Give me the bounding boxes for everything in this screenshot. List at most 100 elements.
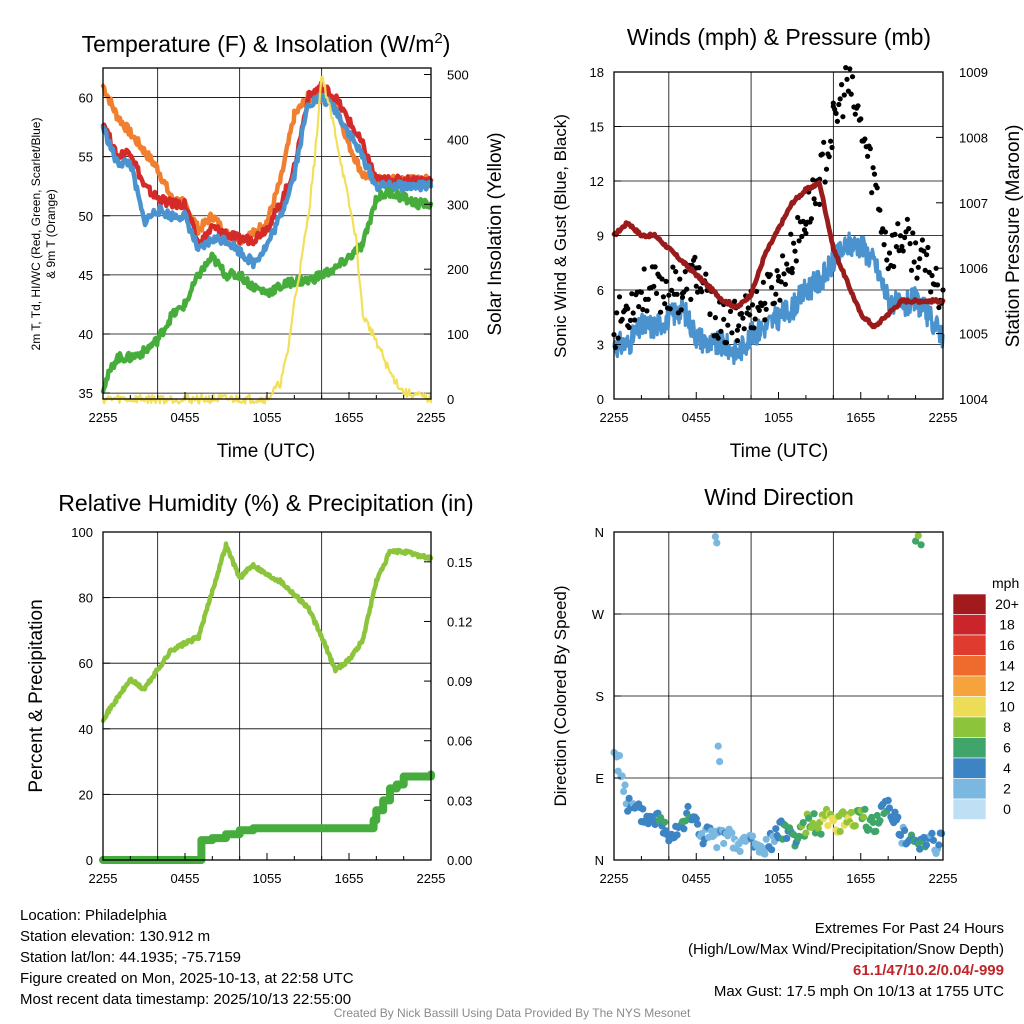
direction-point <box>728 829 736 837</box>
gust-point <box>721 316 727 322</box>
gust-point <box>907 241 913 247</box>
legend-swatch <box>952 634 987 656</box>
y2-tick-label: 300 <box>447 197 469 212</box>
y-tick-label: 60 <box>79 91 93 106</box>
y-tick-label: 55 <box>79 150 93 165</box>
gust-point <box>619 316 625 322</box>
y-tick-label: 35 <box>79 386 93 401</box>
gust-point <box>886 250 893 256</box>
gust-point <box>727 308 734 314</box>
direction-point <box>802 829 810 837</box>
insolation-y-axis-label: Solar Insolation (Yellow) <box>485 132 506 335</box>
gust-point <box>774 268 780 274</box>
gust-point <box>767 272 773 278</box>
gust-point <box>666 292 672 298</box>
legend-swatch <box>952 737 987 759</box>
gust-point <box>734 327 741 333</box>
gust-point <box>936 304 942 311</box>
wind-direction-y-axis-label: Direction (Colored By Speed) <box>551 585 570 806</box>
x-tick-label: 2255 <box>89 410 118 425</box>
gust-point <box>640 306 646 313</box>
gust-point <box>833 110 839 116</box>
gust-point <box>688 296 694 302</box>
y-tick-label: N <box>595 525 604 540</box>
gust-point <box>677 276 683 282</box>
direction-point <box>684 802 692 811</box>
temperature-title: Temperature (F) & Insolation (W/m2) <box>82 30 451 57</box>
gust-point <box>911 259 917 265</box>
gust-point <box>696 265 702 271</box>
gust-point <box>841 92 847 98</box>
gust-point <box>897 233 904 239</box>
direction-point <box>851 822 859 830</box>
gust-point <box>902 234 908 241</box>
legend-swatch <box>952 675 987 697</box>
legend-swatch <box>952 798 987 820</box>
y2-tick-label: 0.00 <box>447 853 472 868</box>
gust-point <box>670 264 676 270</box>
gust-point <box>904 216 911 222</box>
direction-point <box>914 532 922 540</box>
gust-point <box>644 308 650 314</box>
direction-point <box>762 835 770 843</box>
x-tick-label: 2255 <box>929 871 958 886</box>
gust-point <box>821 139 827 145</box>
direction-point <box>795 832 803 840</box>
legend-swatch <box>952 716 987 738</box>
gust-point <box>908 267 915 273</box>
extremes-labels: (High/Low/Max Wind/Precipitation/Snow De… <box>688 941 1004 958</box>
y2-tick-label: 200 <box>447 262 469 277</box>
direction-point <box>817 830 825 838</box>
gust-point <box>900 248 906 254</box>
direction-point <box>824 822 832 830</box>
direction-point <box>680 825 688 833</box>
x-tick-label: 2255 <box>600 871 629 886</box>
gust-point <box>896 248 902 254</box>
gust-point <box>749 302 756 308</box>
y-tick-label: 12 <box>590 174 604 189</box>
station-info: Location: Philadelphia Station elevation… <box>20 905 354 1010</box>
legend-swatch <box>952 655 987 677</box>
direction-point <box>772 825 780 833</box>
winds-x-axis-label: Time (UTC) <box>730 441 829 462</box>
gust-point <box>934 282 941 288</box>
direction-point <box>896 831 905 840</box>
gust-point <box>718 328 724 334</box>
x-tick-label: 2255 <box>89 871 118 886</box>
x-tick-label: 0455 <box>171 410 200 425</box>
y-tick-label: 80 <box>79 591 93 606</box>
extremes-values: 61.1/47/10.2/0.04/-999 <box>853 962 1004 979</box>
gust-point <box>715 335 721 341</box>
gust-point <box>629 291 635 297</box>
legend-swatch <box>952 778 987 800</box>
created-text: Figure created on Mon, 2025-10-13, at 22… <box>20 970 354 987</box>
direction-point <box>859 813 868 821</box>
series-sonic-wind <box>612 231 945 365</box>
direction-point <box>847 808 855 817</box>
direction-point <box>810 810 818 818</box>
gust-point <box>925 244 931 251</box>
gust-point <box>738 310 745 317</box>
gust-point <box>893 244 900 250</box>
gust-point <box>870 165 876 171</box>
gust-point <box>616 294 623 300</box>
gust-point <box>882 229 889 235</box>
direction-point <box>694 820 702 828</box>
gust-point <box>659 276 665 282</box>
gust-point <box>884 257 890 263</box>
gust-point <box>795 214 801 221</box>
gust-point <box>899 243 905 250</box>
y-tick-label: 20 <box>79 787 93 802</box>
gust-point <box>667 306 673 312</box>
gust-point <box>874 185 880 191</box>
humidity-panel: Relative Humidity (%) & Precipitation (i… <box>26 490 474 886</box>
y2-tick-label: 400 <box>447 132 469 147</box>
y2-tick-label: 0.12 <box>447 614 472 629</box>
y2-tick-label: 100 <box>447 327 469 342</box>
gust-point <box>839 82 845 88</box>
gust-point <box>862 136 868 142</box>
y2-tick-label: 1008 <box>959 130 988 145</box>
gust-point <box>625 306 631 312</box>
legend-swatch <box>952 696 987 718</box>
gust-point <box>844 76 850 82</box>
